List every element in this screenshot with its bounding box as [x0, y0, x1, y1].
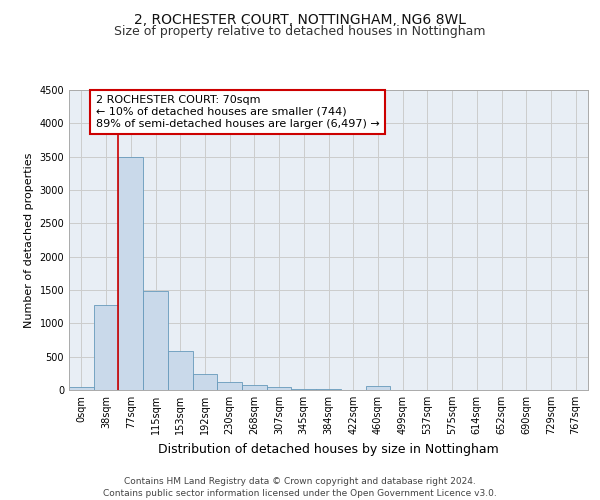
- Bar: [242, 384, 267, 390]
- Text: Size of property relative to detached houses in Nottingham: Size of property relative to detached ho…: [114, 25, 486, 38]
- Bar: [168, 352, 193, 390]
- Text: Contains HM Land Registry data © Crown copyright and database right 2024.
Contai: Contains HM Land Registry data © Crown c…: [103, 476, 497, 498]
- Bar: [217, 382, 242, 390]
- Bar: [292, 388, 316, 390]
- Text: 2, ROCHESTER COURT, NOTTINGHAM, NG6 8WL: 2, ROCHESTER COURT, NOTTINGHAM, NG6 8WL: [134, 12, 466, 26]
- Bar: [267, 386, 292, 390]
- Bar: [365, 386, 390, 390]
- Y-axis label: Number of detached properties: Number of detached properties: [24, 152, 34, 328]
- Bar: [143, 292, 168, 390]
- Bar: [193, 374, 217, 390]
- Bar: [118, 156, 143, 390]
- X-axis label: Distribution of detached houses by size in Nottingham: Distribution of detached houses by size …: [158, 442, 499, 456]
- Text: 2 ROCHESTER COURT: 70sqm
← 10% of detached houses are smaller (744)
89% of semi-: 2 ROCHESTER COURT: 70sqm ← 10% of detach…: [95, 96, 379, 128]
- Bar: [69, 388, 94, 390]
- Bar: [94, 304, 118, 390]
